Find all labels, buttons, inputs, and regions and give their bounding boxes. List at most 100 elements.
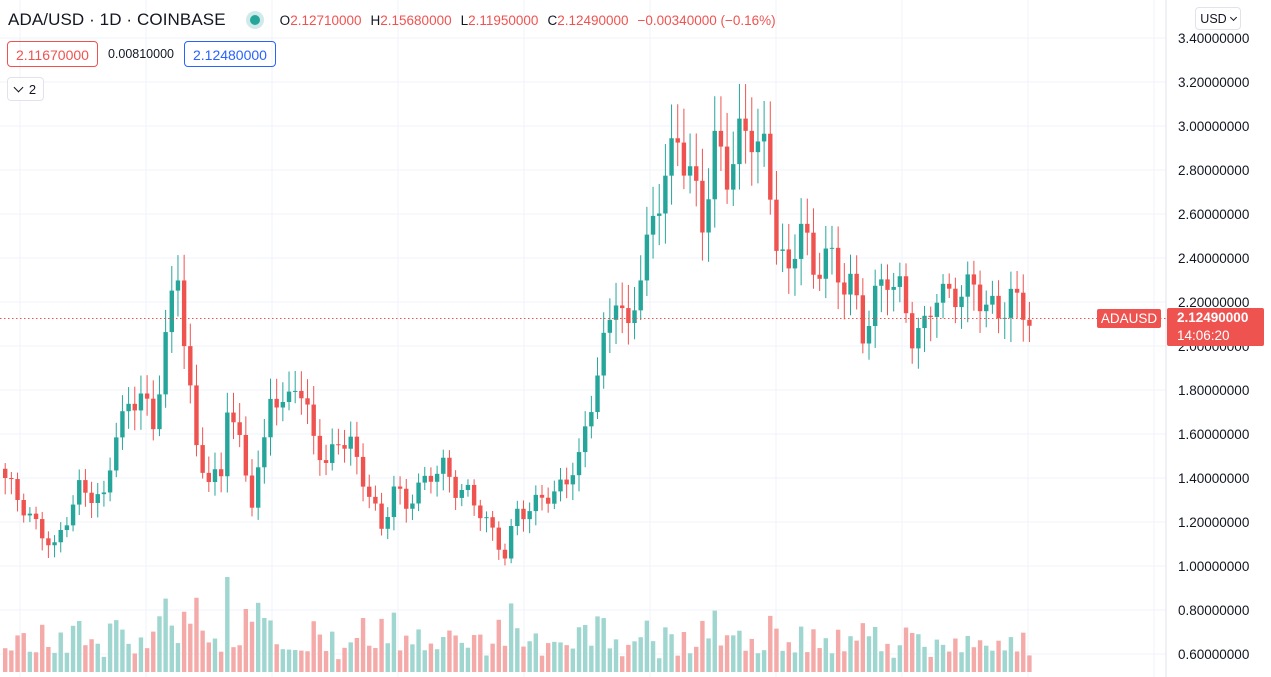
volume-bar — [163, 598, 168, 672]
candle — [175, 280, 181, 291]
price-tick-label: 2.60000000 — [1178, 207, 1249, 222]
volume-bar — [990, 650, 995, 672]
volume-bar — [385, 643, 390, 672]
volume-bar — [169, 625, 174, 672]
volume-bar — [3, 648, 8, 672]
candle — [255, 467, 261, 508]
candle — [650, 215, 656, 235]
candle — [798, 223, 804, 259]
volume-bar — [570, 648, 576, 672]
volume-bar — [755, 653, 761, 672]
candle — [280, 401, 286, 408]
volume-bar — [255, 602, 261, 672]
candle — [768, 133, 773, 200]
volume-bar — [1008, 637, 1014, 672]
candle — [33, 513, 39, 520]
volume-bar — [317, 634, 323, 672]
candle — [83, 480, 88, 493]
volume-bar — [984, 645, 989, 672]
candle — [471, 484, 477, 506]
candle — [212, 469, 218, 483]
candle — [737, 118, 742, 165]
candle — [829, 247, 835, 249]
volume-bar — [848, 636, 853, 672]
price-tick-label: 2.40000000 — [1178, 251, 1249, 266]
volume-bar — [607, 648, 613, 672]
volume-bar — [77, 620, 82, 672]
volume-bar — [595, 616, 600, 672]
candle — [206, 472, 212, 483]
symbol-title[interactable]: ADA/USD · 1D · COINBASE — [8, 10, 226, 29]
indicators-count: 2 — [28, 81, 37, 97]
volume-bar — [410, 644, 415, 672]
candle — [441, 457, 446, 474]
candle — [749, 130, 754, 153]
candle — [823, 248, 829, 279]
candle — [854, 273, 859, 296]
candle — [996, 295, 1001, 319]
volume-bar — [459, 642, 464, 672]
candle — [188, 346, 193, 386]
volume-bar — [194, 597, 199, 672]
candle — [595, 375, 600, 413]
candle — [947, 283, 952, 289]
volume-bar — [453, 635, 458, 672]
volume-bar — [700, 620, 705, 672]
candle — [27, 513, 33, 516]
volume-bar — [632, 641, 637, 672]
candle — [3, 468, 8, 478]
indicators-toggle-button[interactable]: 2 — [7, 77, 44, 101]
volume-bar — [58, 632, 63, 672]
candle — [959, 296, 964, 308]
volume-bar — [638, 637, 643, 672]
sell-button[interactable]: 2.11670000 — [7, 41, 98, 67]
volume-bar — [947, 651, 952, 672]
candle — [552, 491, 557, 504]
candle — [657, 213, 662, 216]
volume-bar — [897, 645, 903, 672]
candle — [138, 393, 144, 411]
volume-bar — [126, 643, 131, 672]
price-tick-label: 3.40000000 — [1178, 31, 1249, 46]
candle — [576, 452, 582, 476]
price-tick-label: 3.20000000 — [1178, 75, 1249, 90]
candle — [317, 435, 323, 461]
volume-bar — [1014, 651, 1020, 672]
candle — [330, 444, 335, 463]
candle — [89, 492, 94, 503]
volume-bar — [292, 650, 298, 672]
candle — [626, 308, 631, 324]
candle — [40, 519, 45, 539]
candle — [163, 332, 168, 395]
candle — [151, 398, 156, 430]
volume-bar — [934, 639, 940, 672]
currency-select[interactable]: USD — [1195, 7, 1241, 30]
candle — [712, 130, 717, 200]
volume-bar — [441, 637, 446, 672]
candle — [928, 315, 933, 317]
volume-bar — [95, 643, 100, 672]
candle — [77, 480, 82, 505]
candle — [342, 445, 347, 449]
volume-bar — [879, 651, 884, 672]
volume-bar — [237, 645, 242, 672]
volume-bar — [885, 643, 890, 672]
volume-bar — [478, 634, 483, 672]
candle — [879, 279, 884, 286]
volume-bar — [663, 627, 668, 672]
volume-bar — [508, 603, 514, 672]
candle — [447, 457, 452, 477]
candle — [539, 494, 545, 498]
volume-bar — [64, 652, 70, 672]
candle — [508, 526, 514, 559]
candle — [496, 527, 501, 550]
volume-bar — [286, 649, 292, 672]
change-value: −0.00340000 (−0.16%) — [637, 12, 776, 28]
candle — [70, 504, 76, 526]
volume-bar — [953, 638, 958, 672]
candle — [835, 247, 841, 283]
buy-button[interactable]: 2.12480000 — [183, 41, 276, 67]
volume-bar — [175, 643, 181, 672]
candle — [675, 138, 680, 143]
